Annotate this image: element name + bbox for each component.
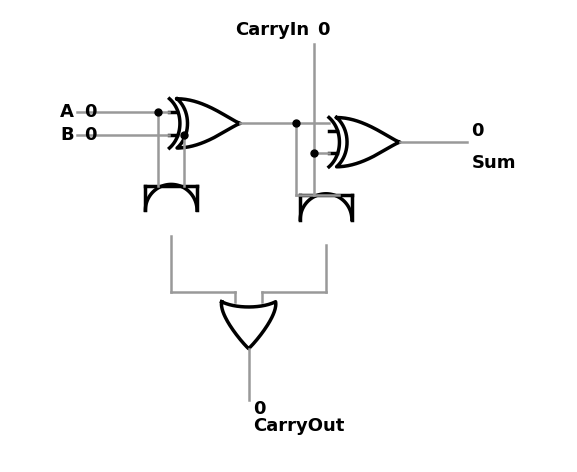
Text: B: B	[60, 126, 74, 143]
Text: 0: 0	[84, 103, 97, 121]
Text: A: A	[60, 103, 74, 121]
Text: 0: 0	[253, 400, 266, 418]
Text: 0: 0	[317, 21, 329, 39]
Text: CarryIn: CarryIn	[235, 21, 310, 39]
Text: CarryOut: CarryOut	[253, 417, 344, 435]
Text: 0: 0	[471, 122, 484, 140]
Text: Sum: Sum	[471, 154, 516, 172]
Text: 0: 0	[84, 126, 97, 143]
